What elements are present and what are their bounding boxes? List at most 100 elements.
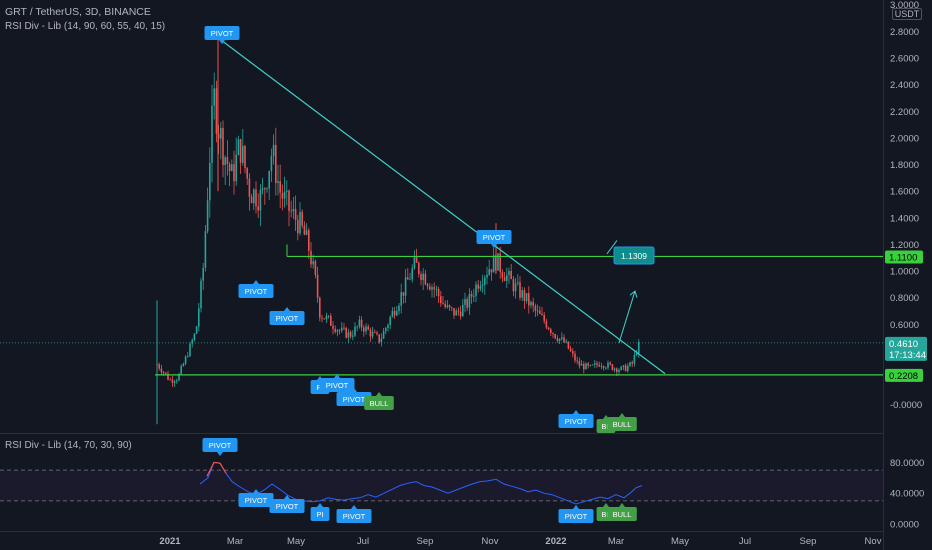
candle-body <box>378 334 380 343</box>
pivot-signal[interactable]: PIVOT <box>336 388 372 406</box>
signal-text: BL <box>601 510 610 519</box>
signal-pointer <box>603 503 609 507</box>
rsi-tick-label: 0.0000 <box>890 520 919 531</box>
signal-badge <box>269 311 305 325</box>
candle-body <box>633 354 636 364</box>
candle-body <box>385 327 387 332</box>
signal-text: PIVOT <box>211 29 234 38</box>
pivot-signal[interactable]: PIVOT <box>319 374 355 392</box>
time-tick-label: Sep <box>800 536 817 547</box>
candle-body <box>237 139 240 155</box>
pivot-signal[interactable]: PIVOT <box>269 307 305 325</box>
price-tick-label: 1.8000 <box>890 160 919 171</box>
candle-body <box>169 379 171 381</box>
resistance-price-badge[interactable]: 1.1100 <box>885 250 923 264</box>
rsi-pivot-signal[interactable]: PIVOT <box>336 505 372 523</box>
rsi-pivot-signal[interactable]: PIVOT <box>202 438 238 456</box>
signal-badge <box>476 230 512 244</box>
pivot-signal[interactable]: PIVOT <box>476 230 512 248</box>
signal-pointer <box>573 505 579 509</box>
candle-body <box>468 294 471 308</box>
candle-body <box>528 293 530 306</box>
candle-body <box>407 277 409 280</box>
candle-body <box>270 156 273 172</box>
signal-text: PIVOT <box>326 381 349 390</box>
pivot-signal[interactable]: PIVOT <box>238 280 274 298</box>
rsi-legend[interactable]: RSI Div - Lib (14, 70, 30, 90) <box>5 440 132 451</box>
rsi-bull-signal[interactable]: BULL <box>607 503 637 521</box>
time-tick-label: Mar <box>227 536 243 547</box>
candle-body <box>387 324 389 328</box>
candle-body <box>512 279 515 292</box>
candle-body <box>244 145 246 169</box>
candle-body <box>308 230 310 251</box>
candle-body <box>596 363 598 365</box>
candle-body <box>629 362 631 366</box>
candle-body <box>277 181 279 183</box>
candle-body <box>506 275 508 281</box>
time-tick-label: May <box>671 536 689 547</box>
projection-arrow[interactable] <box>618 290 636 344</box>
signal-pointer <box>619 413 625 417</box>
candle-body <box>448 305 451 308</box>
price-tick-label: 1.2000 <box>890 240 919 251</box>
rsi-line[interactable] <box>199 461 643 505</box>
pivot-signal[interactable]: PIVOT <box>204 26 240 44</box>
rsi-pivot-signal[interactable]: PI <box>310 503 330 521</box>
candle-body <box>420 274 422 281</box>
rsi-pivot-signal[interactable]: PIVOT <box>558 505 594 523</box>
candle-body <box>569 348 572 352</box>
candle-body <box>481 284 484 286</box>
signal-pointer <box>317 503 323 507</box>
time-tick-label: Jul <box>357 536 369 547</box>
candle-body <box>246 168 248 179</box>
signal-badge <box>336 509 372 523</box>
candle-body <box>314 261 317 275</box>
candle-body <box>261 188 264 190</box>
rsi-pivot-signal[interactable]: PIVOT <box>238 489 274 507</box>
candle-body <box>202 267 204 281</box>
currency-badge[interactable]: USDT <box>892 8 922 20</box>
candle-body <box>266 188 268 190</box>
candle-body <box>187 356 189 357</box>
candle-body <box>545 321 548 328</box>
candle-body <box>574 353 576 361</box>
candle-body <box>519 282 521 298</box>
candle-body <box>371 331 374 337</box>
signal-text: PIVOT <box>276 502 299 511</box>
candle-body <box>543 315 545 322</box>
candle-body <box>583 364 585 370</box>
bull-signal[interactable]: BULL <box>607 413 637 431</box>
support-price-badge[interactable]: 0.2208 <box>885 368 923 382</box>
rsi-pivot-signal[interactable]: PIVOT <box>269 495 305 513</box>
callout-leader <box>606 240 618 255</box>
candle-body <box>514 283 517 292</box>
signal-text: PIVOT <box>209 441 232 450</box>
signal-text: PI <box>316 510 323 519</box>
signal-text: BL <box>601 422 610 431</box>
time-tick-label: 2021 <box>159 536 181 547</box>
candle-body <box>360 319 363 328</box>
candle-body <box>541 313 543 315</box>
bull-signal[interactable]: BULL <box>364 392 394 410</box>
pivot-signal[interactable]: PIVOT <box>558 410 594 428</box>
descending-trendline[interactable] <box>212 33 666 375</box>
candle-body <box>336 330 339 332</box>
callout-box[interactable] <box>613 246 655 265</box>
candle-body <box>338 330 341 332</box>
signal-badge <box>238 493 274 507</box>
symbol-legend[interactable]: GRT / TetherUS, 3D, BINANCE <box>5 6 151 18</box>
candle-body <box>347 332 350 338</box>
candle-body <box>622 365 625 367</box>
candle-body <box>220 127 222 139</box>
candle-body <box>167 373 169 380</box>
candle-body <box>180 366 182 374</box>
price-badge-text: 1.1100 <box>889 252 917 263</box>
candle-body <box>235 154 237 182</box>
indicator-legend[interactable]: RSI Div - Lib (14, 90, 60, 55, 40, 15) <box>5 21 166 32</box>
candle-body <box>411 268 413 280</box>
candle-body <box>486 274 488 278</box>
